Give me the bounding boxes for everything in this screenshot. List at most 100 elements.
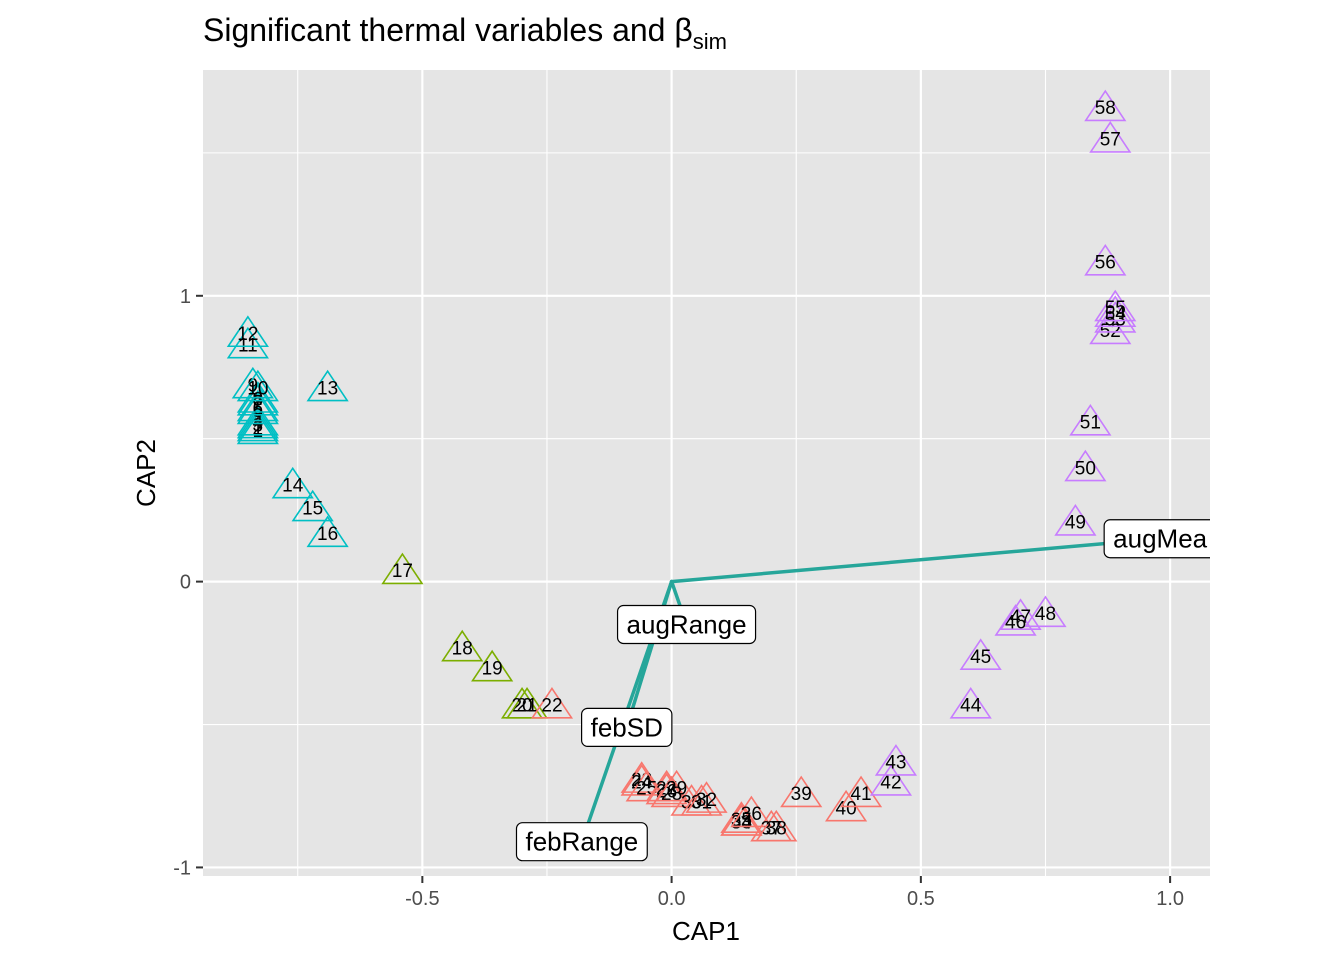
sample-triangle-50 (1064, 449, 1107, 482)
sample-label-6: 6 (253, 398, 264, 419)
sample-label-13: 13 (317, 378, 338, 399)
sample-triangle-17 (381, 552, 424, 585)
vector-label-box (1103, 519, 1210, 559)
plot-panel (203, 70, 1210, 876)
sample-triangle-21 (505, 686, 549, 719)
sample-label-22: 22 (541, 696, 562, 717)
sample-label-12: 12 (237, 324, 258, 345)
sample-label-58: 58 (1095, 98, 1116, 119)
sample-label-57: 57 (1100, 130, 1121, 151)
vector-label-text: febRange (525, 827, 638, 857)
sample-triangle-52 (1089, 312, 1132, 345)
sample-triangle-5 (236, 392, 279, 425)
sample-triangle-22 (530, 686, 574, 719)
sample-triangle-58 (1084, 89, 1127, 122)
sample-label-38: 38 (766, 818, 787, 839)
minor-gridlines (203, 70, 1210, 876)
sample-label-21: 21 (516, 696, 537, 717)
chart-title: Significant thermal variables and βsim (203, 12, 727, 54)
sample-triangle-18 (441, 629, 484, 662)
sample-label-51: 51 (1080, 413, 1101, 434)
vector-label-text: febSD (591, 712, 663, 742)
sample-label-16: 16 (317, 524, 338, 545)
chart-title-subscript: sim (693, 29, 727, 54)
sample-triangle-2 (236, 409, 279, 442)
sample-label-56: 56 (1095, 252, 1116, 273)
sample-label-35: 35 (731, 810, 752, 831)
sample-label-9: 9 (248, 375, 259, 396)
sample-triangle-51 (1069, 404, 1112, 436)
sample-triangle-47 (999, 598, 1042, 631)
sample-triangle-1 (236, 412, 279, 445)
sample-label-40: 40 (836, 798, 857, 819)
vector-labels: augMea augRange febSD febRange (515, 519, 1210, 862)
sample-triangle-26 (645, 772, 688, 805)
sample-triangle-49 (1054, 504, 1097, 536)
sample-triangle-55 (1094, 289, 1137, 322)
sample-label-50: 50 (1075, 458, 1096, 479)
sample-triangle-16 (306, 515, 349, 548)
vector-arrow-augMea (669, 536, 1162, 584)
sample-triangle-41 (839, 775, 883, 808)
sample-triangle-6 (236, 389, 279, 422)
sample-triangle-43 (874, 744, 918, 776)
sample-triangle-54 (1094, 295, 1137, 328)
sample-label-46: 46 (1005, 613, 1026, 634)
vector-label-febRange: febRange (515, 822, 648, 862)
x-axis: -0.5 0.0 0.5 1.0 (405, 876, 1184, 910)
sample-triangle-10 (236, 369, 279, 402)
sample-label-33: 33 (731, 813, 752, 834)
sample-label-7: 7 (253, 393, 264, 414)
sample-label-28: 28 (661, 784, 682, 805)
sample-triangle-57 (1089, 121, 1132, 153)
sample-triangle-56 (1084, 243, 1127, 276)
sample-label-36: 36 (741, 804, 762, 825)
x-axis-title: CAP1 (672, 916, 740, 946)
y-axis: -1 0 1 (173, 286, 203, 879)
sample-label-19: 19 (482, 658, 503, 679)
sample-label-48: 48 (1035, 604, 1056, 625)
sample-label-41: 41 (850, 784, 871, 805)
vector-label-box (515, 822, 648, 862)
sample-label-49: 49 (1065, 513, 1086, 534)
sample-label-2: 2 (253, 418, 264, 439)
sample-label-1: 1 (253, 421, 264, 442)
sample-triangle-11 (226, 326, 269, 359)
chart-title-text: Significant thermal variables and β (203, 12, 693, 48)
vector-label-box (616, 604, 757, 645)
sample-label-42: 42 (880, 773, 901, 794)
sample-triangle-29 (655, 769, 698, 802)
sample-label-43: 43 (885, 753, 906, 774)
sample-label-10: 10 (247, 378, 268, 399)
x-tick-label: -0.5 (405, 888, 439, 910)
y-tick-label: -1 (173, 857, 191, 879)
sample-label-44: 44 (960, 696, 982, 717)
sample-label-29: 29 (666, 778, 687, 799)
sample-label-14: 14 (282, 475, 304, 496)
sample-label-39: 39 (791, 784, 812, 805)
sample-label-17: 17 (392, 561, 413, 582)
sample-label-18: 18 (452, 638, 473, 659)
sample-label-3: 3 (253, 415, 264, 436)
x-tick-label: 0.0 (658, 888, 686, 910)
sample-label-54: 54 (1105, 304, 1127, 325)
sample-label-20: 20 (511, 696, 532, 717)
sample-label-15: 15 (302, 498, 323, 519)
sample-label-34: 34 (731, 813, 753, 834)
sample-triangle-13 (306, 369, 349, 402)
sample-label-47: 47 (1010, 607, 1031, 628)
sample-triangle-38 (755, 809, 798, 842)
sample-triangle-12 (226, 315, 269, 348)
sample-triangle-32 (685, 781, 728, 813)
sample-triangle-9 (231, 366, 274, 399)
sample-triangle-31 (680, 784, 723, 816)
sample-label-26: 26 (656, 781, 677, 802)
sample-label-37: 37 (761, 818, 782, 839)
vector-label-text: augRange (627, 609, 747, 639)
sample-label-45: 45 (970, 647, 991, 668)
sample-triangle-15 (291, 489, 334, 522)
sample-label-55: 55 (1105, 298, 1126, 319)
vector-label-febSD: febSD (581, 707, 673, 747)
